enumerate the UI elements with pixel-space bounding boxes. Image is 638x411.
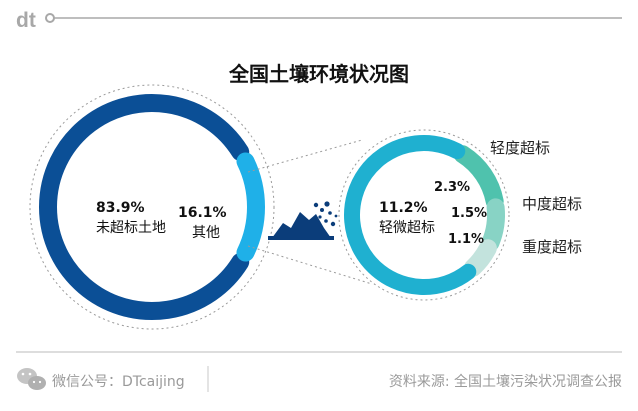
header-line-dot bbox=[45, 13, 55, 23]
donut-slice-slight bbox=[344, 135, 477, 295]
label-other-name: 其他 bbox=[192, 225, 220, 241]
donut-slice-unpolluted bbox=[39, 94, 250, 320]
footer-source-label: 资料来源: 全国土壤污染状况调查公报 bbox=[389, 373, 622, 390]
connector-line-top bbox=[247, 139, 363, 173]
logo-dt: dt bbox=[16, 9, 36, 32]
right-donut-dotted-outline bbox=[338, 129, 510, 301]
label-slight-name: 轻微超标 bbox=[379, 220, 435, 236]
label-unpolluted-name: 未超标土地 bbox=[96, 220, 166, 236]
main-donut-chart bbox=[29, 84, 275, 330]
legend-moderate-name: 中度超标 bbox=[522, 195, 582, 213]
donut-slice-heavy bbox=[464, 239, 497, 277]
connector-line-bottom bbox=[247, 245, 373, 285]
donut-slice-light bbox=[453, 145, 504, 211]
label-light-value: 2.3% bbox=[434, 180, 470, 195]
label-slight-value: 11.2% bbox=[379, 200, 428, 216]
chart-title: 全国土壤环境状况图 bbox=[228, 62, 409, 86]
footer-wechat-label: 微信公号：DTcaijing bbox=[52, 374, 185, 390]
legend-light-name: 轻度超标 bbox=[490, 139, 550, 157]
donut-slice-moderate bbox=[481, 198, 505, 252]
soil-pollution-icon bbox=[268, 201, 338, 240]
label-other-value: 16.1% bbox=[178, 205, 227, 221]
donut-slice-other bbox=[236, 152, 265, 262]
label-moderate-value: 1.5% bbox=[451, 206, 487, 221]
label-unpolluted-value: 83.9% bbox=[96, 200, 145, 216]
left-donut-dotted-outline bbox=[29, 84, 275, 330]
label-heavy-value: 1.1% bbox=[448, 232, 484, 247]
sub-donut-chart bbox=[338, 129, 510, 301]
legend-heavy-name: 重度超标 bbox=[522, 238, 582, 256]
wechat-icon bbox=[17, 368, 46, 390]
